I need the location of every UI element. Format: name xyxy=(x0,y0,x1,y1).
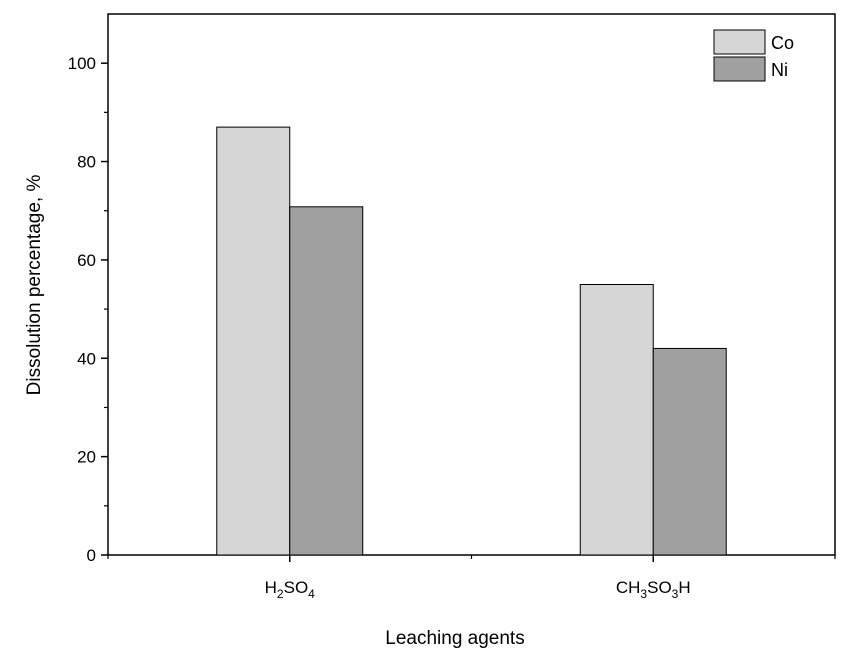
legend-swatch-co xyxy=(713,29,766,55)
legend-swatch-ni xyxy=(713,56,766,82)
y-axis: 0 20 40 60 80 100 xyxy=(68,54,108,565)
bar-co-0 xyxy=(216,126,291,556)
bar-ni-1 xyxy=(652,347,727,556)
y-axis-title: Dissolution percentage, % xyxy=(24,175,45,396)
legend: Co Ni xyxy=(713,29,794,82)
x-axis: H2​SO4​ CH3​SO3​H xyxy=(107,555,836,601)
legend-label-ni: Ni xyxy=(771,60,788,80)
legend-label-co: Co xyxy=(771,33,794,53)
y-tick-label: 40 xyxy=(77,349,96,368)
y-tick-label: 80 xyxy=(77,153,96,172)
y-tick-label: 60 xyxy=(77,251,96,270)
x-tick-label: H2​SO4​ xyxy=(265,578,316,601)
x-axis-title: Leaching agents xyxy=(385,628,524,649)
y-tick-label: 0 xyxy=(87,546,96,565)
y-tick-label: 100 xyxy=(68,54,96,73)
x-tick-label: CH3​SO3​H xyxy=(616,578,691,601)
bars-layer xyxy=(216,126,727,556)
y-tick-label: 20 xyxy=(77,448,96,467)
bar-ni-0 xyxy=(289,206,364,556)
bar-co-1 xyxy=(579,284,654,556)
